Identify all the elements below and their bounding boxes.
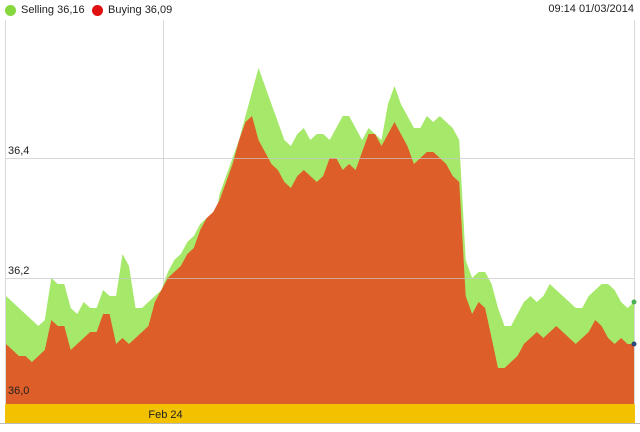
y-tick-label: 36,4 <box>8 145 29 157</box>
legend: Selling 36,16 Buying 36,09 09:14 01/03/2… <box>0 0 640 20</box>
buying-dot-icon <box>92 4 103 16</box>
y-tick-label: 36,2 <box>8 265 29 277</box>
timestamp: 09:14 01/03/2014 <box>548 3 634 15</box>
series-area-buying <box>6 116 634 404</box>
legend-item-selling[interactable]: Selling 36,16 <box>5 3 85 17</box>
x-tick-label: Feb 24 <box>148 409 182 421</box>
legend-label-buying: Buying 36,09 <box>108 4 173 16</box>
series-end-point-buying <box>631 341 637 347</box>
legend-item-buying[interactable]: Buying 36,09 <box>92 3 172 17</box>
legend-label-selling: Selling 36,16 <box>21 4 85 16</box>
series-end-point-selling <box>631 299 637 305</box>
selling-dot-icon <box>5 4 16 16</box>
y-tick-label: 36,0 <box>8 385 29 397</box>
date-band <box>5 404 635 423</box>
